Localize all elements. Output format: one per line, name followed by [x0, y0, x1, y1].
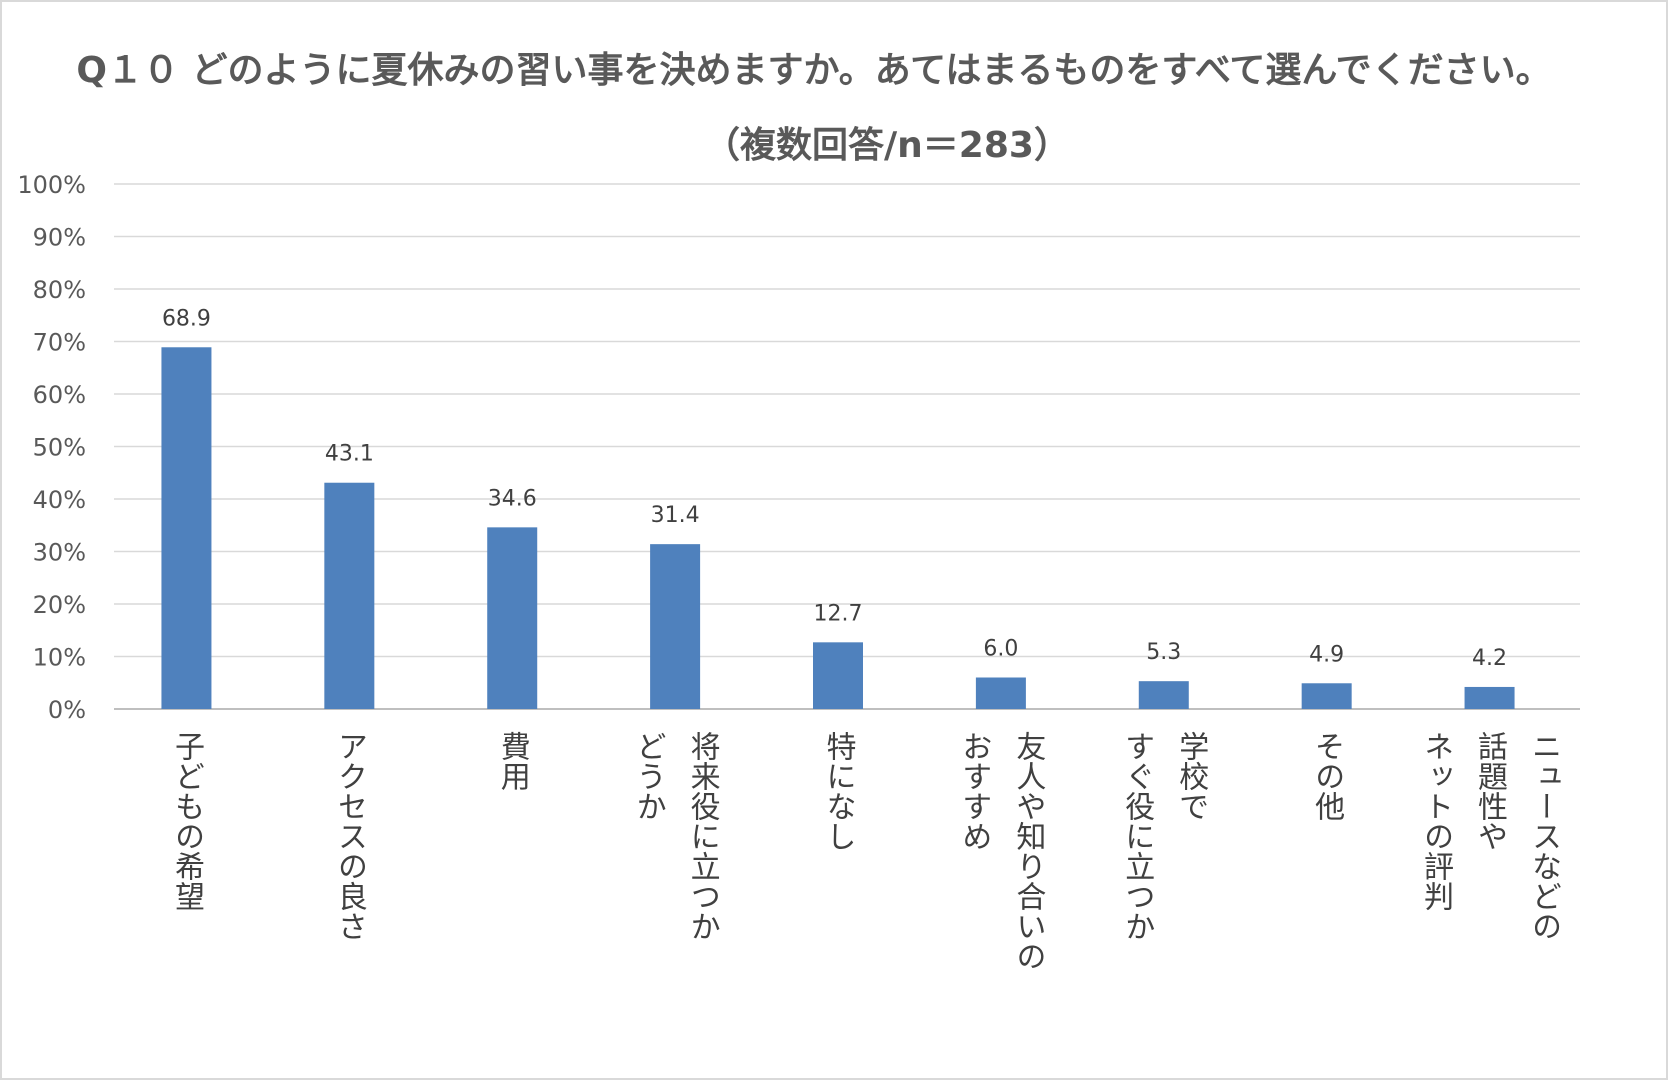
y-tick-label: 10% — [33, 644, 86, 672]
bar — [813, 642, 863, 709]
bar — [1301, 683, 1352, 709]
y-tick-label: 50% — [33, 434, 86, 462]
y-tick-label: 80% — [33, 276, 86, 304]
bars — [161, 347, 1515, 709]
y-axis-ticks: 0% 10% 20% 30% 40% 50% 60% 70% 80% 90% 100% — [17, 171, 86, 724]
bar — [1138, 681, 1189, 709]
category-label: おすすめ — [956, 731, 991, 851]
bar — [650, 544, 701, 709]
data-label: 4.9 — [1309, 642, 1344, 667]
y-tick-label: 90% — [33, 224, 86, 252]
y-tick-label: 0% — [48, 696, 86, 724]
bar — [975, 677, 1026, 709]
chart-subtitle: （複数回答/n＝283） — [704, 125, 1070, 166]
y-tick-label: 60% — [33, 381, 86, 409]
category-label: どうか — [631, 731, 666, 821]
y-tick-label: 70% — [33, 329, 86, 357]
category-label: ニュースなどの — [1526, 731, 1561, 941]
bar — [1464, 686, 1515, 709]
category-label: 子どもの希望 — [169, 731, 204, 911]
data-label: 6.0 — [983, 637, 1018, 662]
category-label: 話題性や — [1472, 731, 1508, 851]
category-label: ネットの評判 — [1418, 731, 1453, 911]
category-label: 学校で — [1173, 731, 1209, 821]
category-label: アクセスの良さ — [332, 731, 367, 941]
data-label: 68.9 — [162, 306, 211, 331]
category-label: 費用 — [495, 731, 531, 791]
y-tick-label: 100% — [17, 171, 86, 199]
category-label: すぐ役に立つか — [1119, 731, 1155, 941]
category-label: 特になし — [821, 731, 856, 851]
data-label: 5.3 — [1146, 640, 1181, 665]
category-label: 将来役に立つか — [685, 731, 721, 941]
data-labels: 68.9 43.1 34.6 31.4 12.7 6.0 5.3 4.9 4.2 — [162, 306, 1507, 671]
y-tick-label: 40% — [33, 486, 86, 514]
category-label: 友人や知り合いの — [1010, 731, 1046, 971]
bar — [161, 347, 212, 709]
bar — [324, 482, 375, 709]
data-label: 4.2 — [1472, 646, 1507, 671]
y-tick-label: 20% — [33, 591, 86, 619]
bar — [487, 527, 538, 709]
data-label: 43.1 — [325, 442, 374, 467]
y-tick-label: 30% — [33, 539, 86, 567]
data-label: 34.6 — [488, 486, 537, 511]
category-label: その他 — [1309, 731, 1345, 821]
data-label: 31.4 — [651, 503, 700, 528]
chart-title: Q１０ どのように夏休みの習い事を決めますか。あてはまるものをすべて選んでくださ… — [76, 50, 1551, 91]
data-label: 12.7 — [814, 601, 863, 626]
